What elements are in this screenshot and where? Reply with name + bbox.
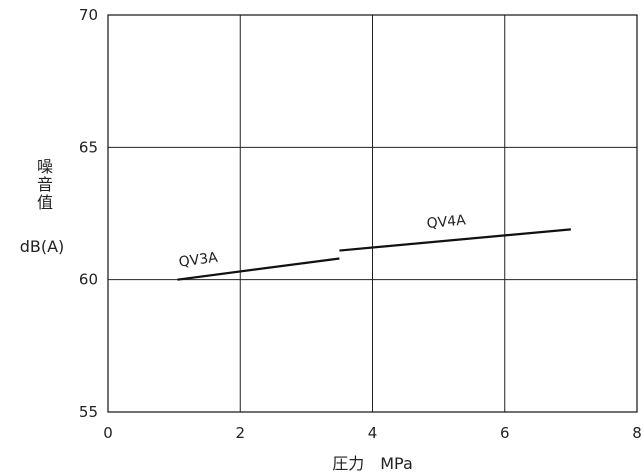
x-tick-labels: 0 2 4 6 8 bbox=[103, 424, 642, 442]
plot-frame bbox=[107, 14, 638, 413]
y-axis-title-char-1: 噪 bbox=[36, 157, 53, 176]
series-labels: QV3A QV4A bbox=[178, 212, 467, 270]
x-axis-title: 圧力 MPa bbox=[332, 454, 413, 473]
y-tick-label-55: 55 bbox=[79, 403, 98, 421]
y-axis-unit: dB(A) bbox=[19, 237, 65, 256]
series-label-QV3A: QV3A bbox=[178, 250, 219, 271]
y-tick-label-70: 70 bbox=[79, 6, 98, 24]
y-tick-label-65: 65 bbox=[79, 138, 98, 156]
series-lines bbox=[177, 228, 571, 281]
x-tick-label-2: 2 bbox=[235, 424, 245, 442]
x-tick-label-0: 0 bbox=[103, 424, 113, 442]
y-axis-title-char-2: 音 bbox=[36, 175, 53, 194]
x-tick-label-8: 8 bbox=[632, 424, 642, 442]
x-tick-label-4: 4 bbox=[368, 424, 378, 442]
y-axis-title-char-3: 值 bbox=[36, 193, 53, 212]
y-tick-label-60: 60 bbox=[79, 271, 98, 289]
x-tick-label-6: 6 bbox=[500, 424, 510, 442]
y-axis-title: 噪 音 值 bbox=[34, 158, 56, 212]
series-line-QV4A bbox=[339, 228, 571, 252]
series-label-QV4A: QV4A bbox=[426, 212, 467, 232]
grid-lines bbox=[108, 15, 637, 412]
series-line-QV3A bbox=[177, 257, 340, 281]
y-tick-labels: 55 60 65 70 bbox=[79, 6, 98, 421]
